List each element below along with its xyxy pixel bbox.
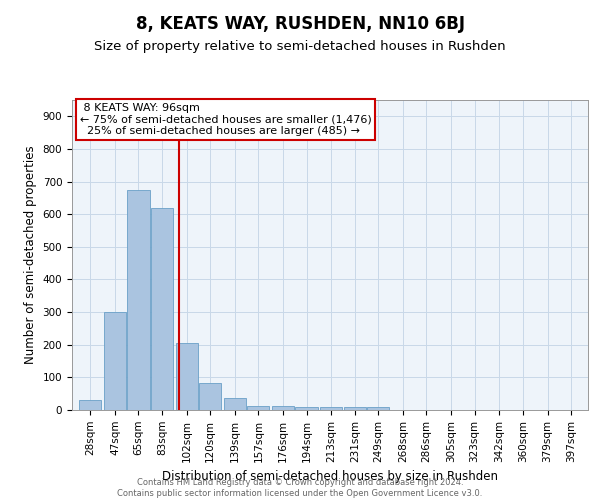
Bar xyxy=(344,406,366,410)
Text: Contains HM Land Registry data © Crown copyright and database right 2024.
Contai: Contains HM Land Registry data © Crown c… xyxy=(118,478,482,498)
Bar xyxy=(272,406,294,410)
Y-axis label: Number of semi-detached properties: Number of semi-detached properties xyxy=(24,146,37,364)
X-axis label: Distribution of semi-detached houses by size in Rushden: Distribution of semi-detached houses by … xyxy=(162,470,498,483)
Bar xyxy=(176,343,198,410)
Text: 8 KEATS WAY: 96sqm
← 75% of semi-detached houses are smaller (1,476)
  25% of se: 8 KEATS WAY: 96sqm ← 75% of semi-detache… xyxy=(80,104,371,136)
Bar xyxy=(151,208,173,410)
Bar xyxy=(295,406,317,410)
Text: 8, KEATS WAY, RUSHDEN, NN10 6BJ: 8, KEATS WAY, RUSHDEN, NN10 6BJ xyxy=(136,15,464,33)
Bar xyxy=(79,400,101,410)
Bar xyxy=(367,406,389,410)
Bar xyxy=(320,406,343,410)
Bar xyxy=(199,383,221,410)
Bar xyxy=(247,406,269,410)
Text: Size of property relative to semi-detached houses in Rushden: Size of property relative to semi-detach… xyxy=(94,40,506,53)
Bar xyxy=(127,190,149,410)
Bar xyxy=(104,312,126,410)
Bar xyxy=(224,398,246,410)
